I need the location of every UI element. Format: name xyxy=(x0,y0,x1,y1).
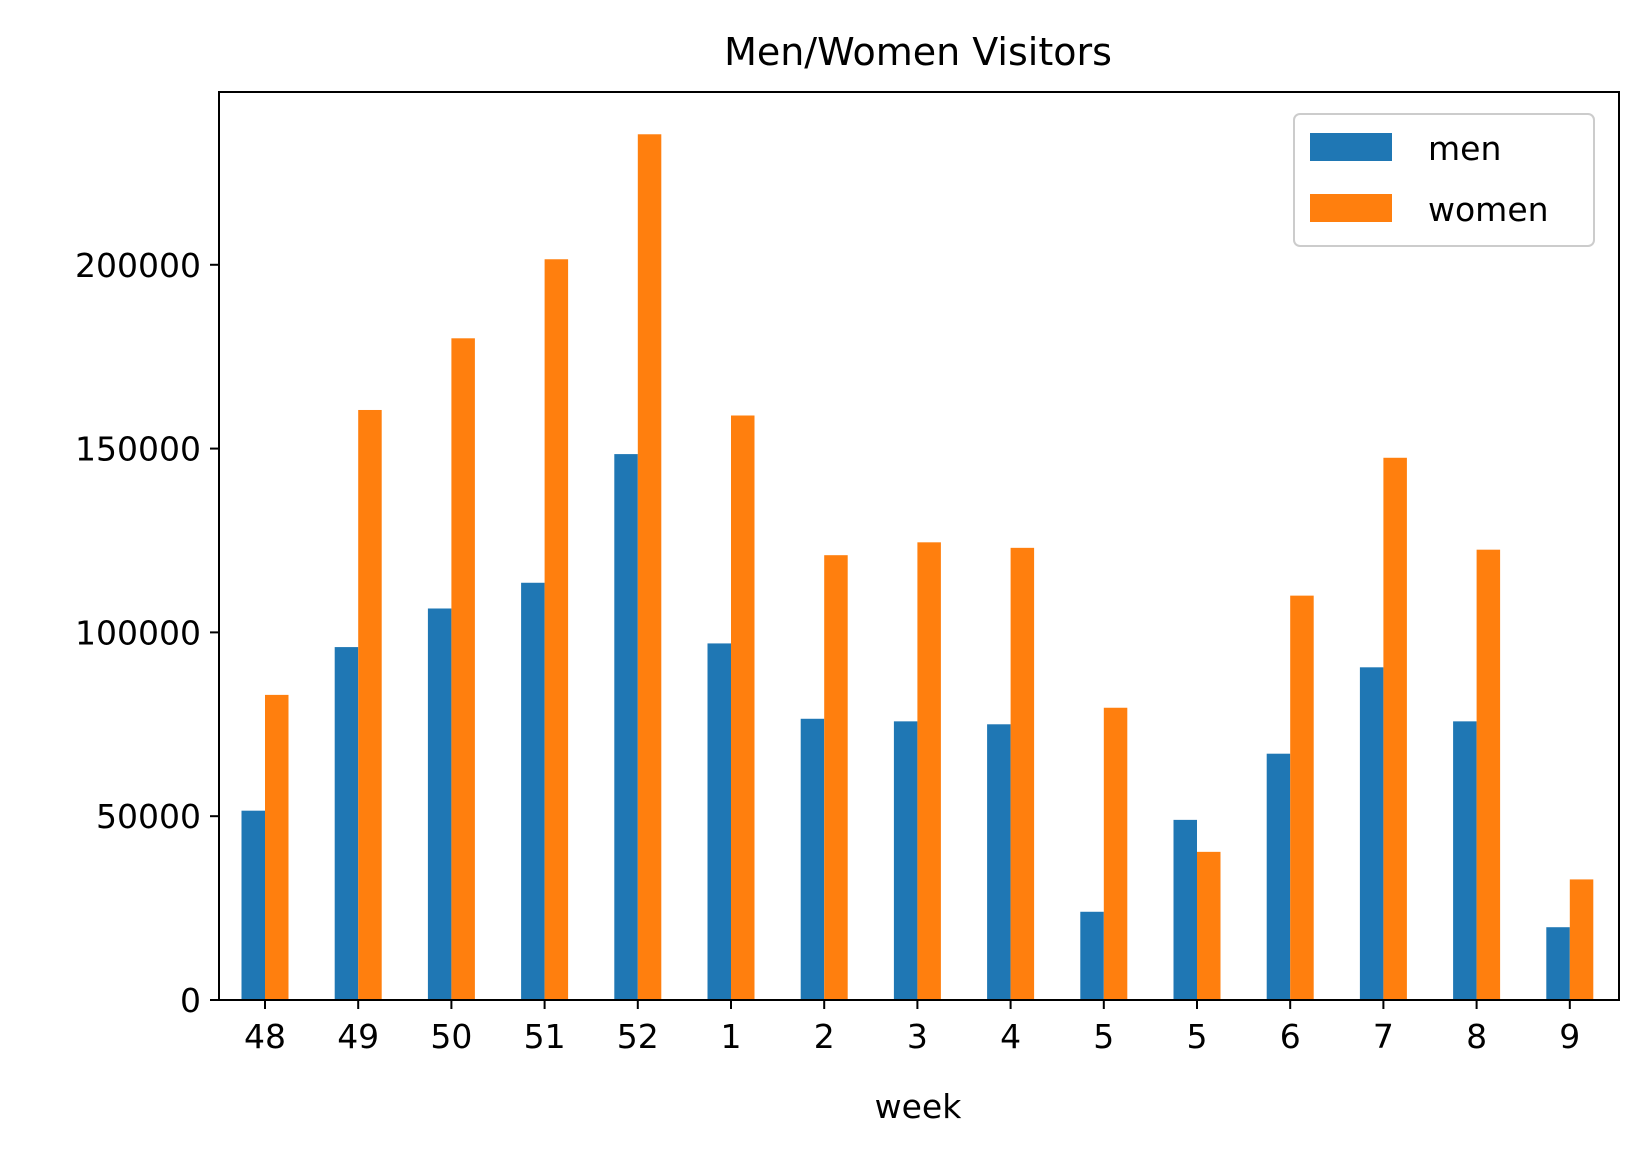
bar-women-6 xyxy=(824,555,848,1000)
bar-women-5 xyxy=(731,415,755,1000)
x-tick-label: 1 xyxy=(721,1017,742,1056)
x-axis-ticks: 48 49 50 51 52 1 2 3 4 5 5 6 7 8 9 xyxy=(244,1000,1580,1056)
y-tick-label: 150000 xyxy=(75,430,201,469)
bar-women-10 xyxy=(1197,851,1221,1000)
legend: men women xyxy=(1293,113,1595,247)
y-axis-ticks: 0 50000 100000 150000 200000 xyxy=(75,246,219,1020)
bar-women-11 xyxy=(1290,595,1314,1000)
bar-men-13 xyxy=(1453,721,1477,1000)
legend-label-women: women xyxy=(1428,190,1549,229)
x-tick-label: 48 xyxy=(244,1017,286,1056)
y-tick-label: 0 xyxy=(180,981,201,1020)
y-tick-label: 200000 xyxy=(75,246,201,285)
bar-men-14 xyxy=(1546,927,1570,1000)
bar-men-0 xyxy=(241,810,265,1000)
legend-label-men: men xyxy=(1428,129,1501,168)
bar-women-3 xyxy=(544,259,569,1000)
bar-men-1 xyxy=(334,647,359,1000)
x-tick-label: 9 xyxy=(1559,1017,1580,1056)
plot-frame xyxy=(218,91,1620,1001)
x-axis-label: week xyxy=(875,1087,963,1126)
y-tick-label: 100000 xyxy=(75,613,201,652)
legend-swatch-women xyxy=(1310,194,1392,222)
bar-women-12 xyxy=(1383,457,1407,1000)
bar-men-4 xyxy=(614,454,638,1001)
y-tick-label: 50000 xyxy=(96,797,201,836)
bar-women-7 xyxy=(917,542,941,1000)
x-tick-label: 2 xyxy=(814,1017,835,1056)
x-tick-label: 7 xyxy=(1373,1017,1394,1056)
bar-men-12 xyxy=(1359,667,1384,1000)
bars-group xyxy=(241,134,1594,1001)
x-tick-label: 51 xyxy=(524,1017,566,1056)
bar-women-14 xyxy=(1569,879,1594,1000)
x-tick-label: 6 xyxy=(1280,1017,1301,1056)
bar-men-9 xyxy=(1080,911,1104,1000)
bar-women-13 xyxy=(1476,549,1501,1000)
legend-swatch-men xyxy=(1310,133,1392,161)
x-tick-label: 8 xyxy=(1466,1017,1487,1056)
bar-women-1 xyxy=(358,409,382,1001)
bar-men-5 xyxy=(707,643,731,1000)
x-tick-label: 4 xyxy=(1000,1017,1021,1056)
bar-women-8 xyxy=(1010,547,1035,1000)
bar-men-8 xyxy=(987,724,1011,1000)
bar-women-0 xyxy=(265,694,289,1000)
x-tick-label: 3 xyxy=(907,1017,928,1056)
bar-women-4 xyxy=(637,134,662,1000)
x-tick-label: 5 xyxy=(1187,1017,1208,1056)
x-tick-label: 50 xyxy=(430,1017,472,1056)
chart-title: Men/Women Visitors xyxy=(724,30,1112,74)
bar-men-10 xyxy=(1173,819,1197,1000)
bar-men-3 xyxy=(521,582,545,1000)
x-tick-label: 52 xyxy=(617,1017,659,1056)
bar-men-11 xyxy=(1266,753,1291,1000)
bar-men-2 xyxy=(427,608,452,1000)
x-tick-label: 5 xyxy=(1093,1017,1114,1056)
bar-men-7 xyxy=(893,721,918,1000)
bar-women-2 xyxy=(451,338,475,1000)
bar-women-9 xyxy=(1103,707,1128,1000)
x-tick-label: 49 xyxy=(337,1017,379,1056)
bar-men-6 xyxy=(800,718,825,1000)
